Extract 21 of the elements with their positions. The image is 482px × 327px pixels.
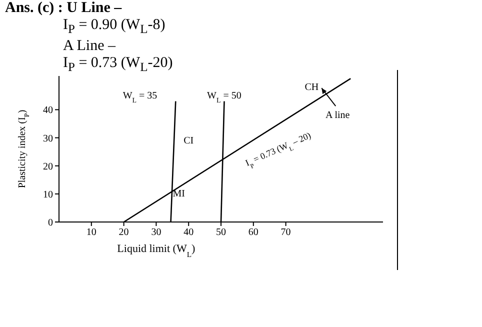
annotation: CH	[304, 82, 319, 94]
x-tick-label: 10	[86, 227, 96, 238]
annotation: A line	[326, 110, 350, 122]
x-tick-label: 40	[184, 227, 194, 238]
text: I$_{P}$ = 0.90 (W$_{L}$-8) A Line – I$_{P}$ = 0.73 (W$_{L}$-20)	[63, 17, 173, 74]
y-tick-label: 20	[43, 161, 53, 172]
annotation: W$_{L}$ = 35	[122, 90, 158, 104]
y-tick-label: 0	[48, 218, 53, 229]
x-tick-label: 20	[118, 227, 129, 238]
y-tick-label: 40	[43, 105, 53, 116]
x-tick-label: 30	[151, 227, 162, 238]
annotation: CI	[184, 135, 194, 146]
annotation: W$_{L}$ = 50	[207, 90, 242, 104]
x-tick-label: 70	[280, 227, 291, 238]
x-tick-label: 50	[216, 227, 226, 238]
y-tick-label: 30	[43, 133, 53, 144]
chart-title: Ans. (c) : U Line –	[5, 0, 123, 17]
annotation: MI	[172, 188, 185, 200]
y-tick-label: 10	[43, 189, 53, 200]
x-axis-title: Liquid limit (W$_{L}$)	[117, 243, 196, 258]
x-tick-label: 60	[248, 227, 258, 238]
